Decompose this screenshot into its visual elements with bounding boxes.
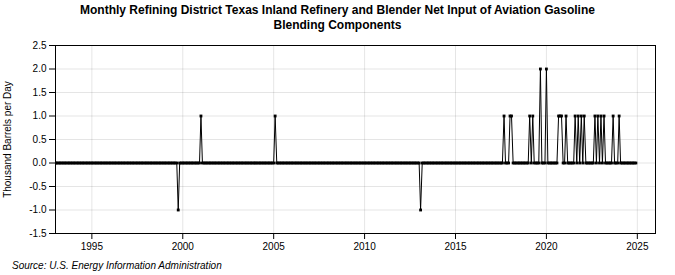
svg-text:2005: 2005 (263, 241, 286, 252)
svg-text:Thousand Barrels per Day: Thousand Barrels per Day (2, 81, 13, 198)
svg-text:2.5: 2.5 (33, 40, 47, 51)
html-text:Source: U.S. Energy Informatio: Source: U.S. Energy Information Administ… (12, 260, 222, 271)
html-text:Monthly Refining District Texa: Monthly Refining District Texas Inland R… (80, 3, 595, 32)
svg-text:-1.0: -1.0 (29, 204, 47, 215)
svg-text:1995: 1995 (81, 241, 104, 252)
svg-text:2020: 2020 (535, 241, 558, 252)
svg-text:1.5: 1.5 (33, 87, 47, 98)
svg-text:2015: 2015 (444, 241, 467, 252)
svg-text:2.0: 2.0 (33, 63, 47, 74)
svg-text:2025: 2025 (626, 241, 649, 252)
svg-text:0.5: 0.5 (33, 134, 47, 145)
svg-text:2000: 2000 (172, 241, 195, 252)
svg-text:1.0: 1.0 (33, 110, 47, 121)
svg-text:-0.5: -0.5 (29, 181, 47, 192)
svg-text:-1.5: -1.5 (29, 228, 47, 239)
svg-text:0.0: 0.0 (33, 157, 47, 168)
svg-text:2010: 2010 (353, 241, 376, 252)
